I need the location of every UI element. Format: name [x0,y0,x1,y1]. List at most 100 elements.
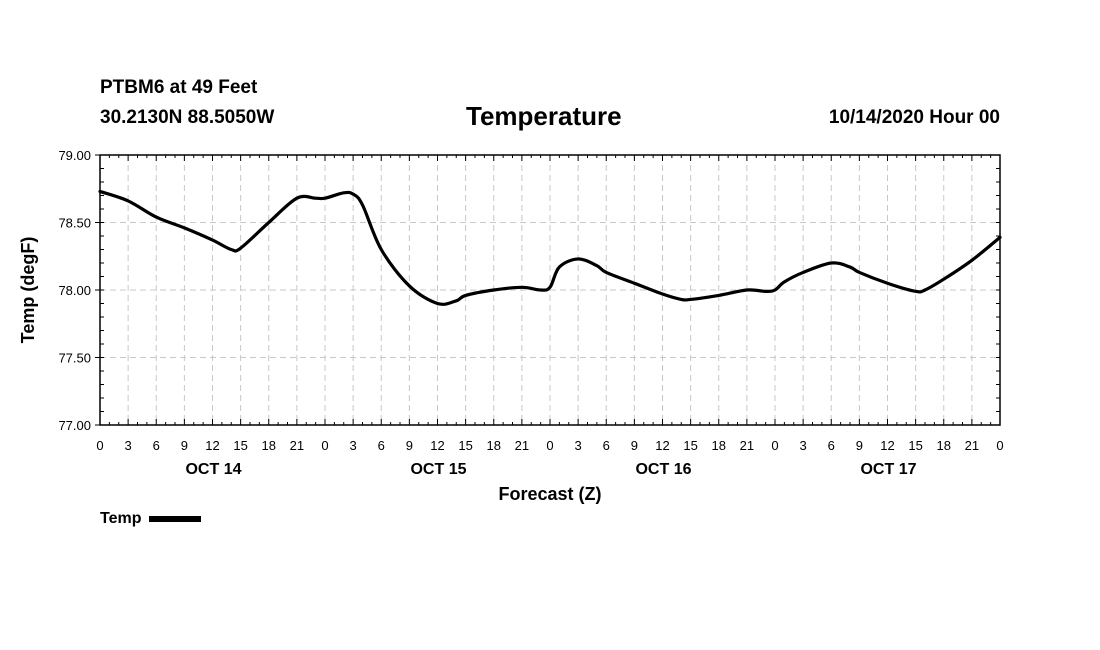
data-point [942,278,945,281]
data-point [352,193,354,195]
data-point [971,259,973,262]
y-tick-label: 78.50 [58,216,91,231]
coordinates-label: 30.2130N 88.5050W [100,107,275,128]
day-label: OCT 16 [635,461,691,478]
legend: Temp [100,510,202,528]
x-tick-label: 0 [321,438,328,453]
data-point [380,248,383,251]
x-tick-label: 18 [712,438,726,453]
data-point [774,289,776,291]
x-axis-label: Forecast (Z) [498,484,601,504]
x-tick-label: 3 [125,438,132,453]
y-tick-label: 77.50 [58,351,91,366]
data-point [605,271,608,274]
y-tick-label: 77.00 [58,418,91,433]
x-tick-label: 12 [430,438,444,453]
x-tick-label: 15 [458,438,472,453]
data-point [596,264,598,267]
data-point [492,289,495,291]
x-tick-label: 9 [856,438,863,453]
x-tick-label: 3 [350,438,357,453]
data-point [914,290,917,293]
x-tick-label: 9 [631,438,638,453]
x-tick-label: 9 [406,438,413,453]
series-line-temp [98,189,1002,306]
data-point [558,266,561,268]
data-point [849,266,851,268]
x-tick-label: 15 [908,438,922,453]
data-point [267,221,270,224]
x-tick-label: 21 [515,438,529,453]
y-axis-label: Temp (degF) [18,237,38,344]
data-point [577,258,579,260]
day-label: OCT 17 [860,461,916,478]
chart-title: Temperature [466,101,622,131]
data-point [324,197,326,199]
data-point [764,290,767,293]
x-tick-label: 21 [965,438,979,453]
data-point [464,294,467,297]
data-point [633,282,636,285]
timestamp-label: 10/14/2020 Hour 00 [828,107,1000,128]
data-point [999,236,1001,239]
legend-swatch [149,516,202,522]
data-point [549,286,551,289]
x-tick-label: 12 [655,438,669,453]
data-point [230,248,233,251]
data-point [661,293,664,295]
x-tick-label: 6 [153,438,160,453]
x-tick-label: 6 [378,438,385,453]
data-point [802,271,804,274]
data-point [455,300,458,302]
x-tick-label: 12 [205,438,219,453]
data-point [239,247,242,249]
x-tick-label: 0 [96,438,103,453]
x-tick-label: 21 [740,438,754,453]
data-point [436,302,439,305]
data-point [99,190,101,193]
data-point [155,216,158,218]
x-tick-label: 21 [290,438,304,453]
data-point [211,239,214,241]
data-point [680,298,683,301]
x-tick-label: 3 [800,438,807,453]
y-tick-labels: 79.00 78.50 78.00 77.50 77.00 [58,148,91,433]
data-point [924,289,926,291]
x-tick-labels: 0 3 6 9 12 15 18 21 0 3 6 9 12 15 18 21 0 3 6 9 12 15 18 21 0 3 6 9… [96,438,1003,453]
x-tick-label: 15 [233,438,247,453]
day-label: OCT 15 [410,461,466,478]
station-label: PTBM6 at 49 Feet [100,77,258,98]
x-tick-label: 6 [603,438,610,453]
data-point [886,282,889,285]
data-point [314,197,317,199]
data-point [521,286,523,289]
x-tick-label: 18 [487,438,501,453]
data-point [127,200,129,202]
day-labels: OCT 14 OCT 15 OCT 16 OCT 17 [185,461,916,478]
y-tick-label: 79.00 [58,148,91,163]
x-tick-label: 9 [181,438,188,453]
grid-lines [100,155,1000,425]
x-tick-label: 18 [262,438,276,453]
axis-ticks [95,154,1001,426]
data-point [717,294,720,297]
y-tick-label: 78.00 [58,283,91,298]
data-point [830,262,833,264]
data-point [342,192,345,194]
x-tick-label: 0 [546,438,553,453]
data-point [746,289,748,291]
x-tick-label: 12 [880,438,894,453]
data-point [183,227,186,229]
data-point [783,281,786,283]
data-point [858,271,861,274]
x-tick-label: 0 [996,438,1003,453]
x-tick-label: 3 [575,438,582,453]
data-point [296,197,298,199]
series-group [98,189,1002,306]
legend-label: Temp [100,510,142,527]
x-tick-label: 18 [937,438,951,453]
x-tick-label: 15 [683,438,697,453]
data-point [539,289,542,291]
data-point [408,285,411,287]
